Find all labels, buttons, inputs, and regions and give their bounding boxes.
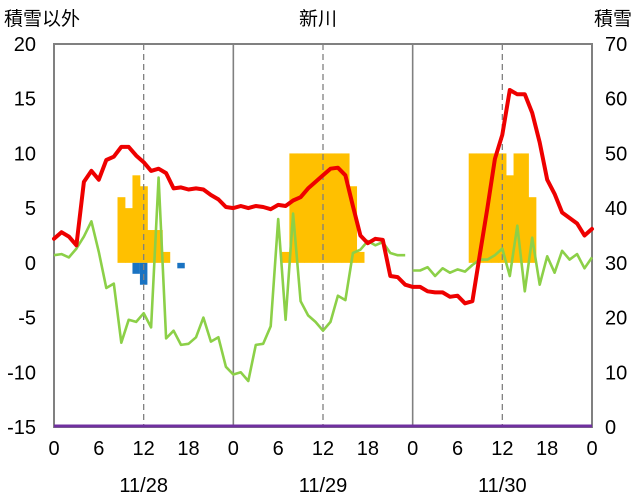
blue-bar-0 xyxy=(132,262,140,274)
snow-bar-4 xyxy=(147,230,156,263)
left-tick-label: -15 xyxy=(7,417,36,439)
snow-bar-26 xyxy=(528,197,537,263)
left-tick-label: -5 xyxy=(18,308,36,330)
grid-layer xyxy=(143,44,503,427)
left-tick-label: -10 xyxy=(7,362,36,384)
left-tick-label: 5 xyxy=(25,198,36,220)
snow-bar-14 xyxy=(334,153,343,263)
green-series-line-0 xyxy=(53,176,406,383)
blue-bar-2 xyxy=(177,262,185,269)
snow-bar-7 xyxy=(281,251,290,263)
right-tick-label: 0 xyxy=(605,417,616,439)
x-tick-label: 12 xyxy=(312,438,334,460)
snow-bar-5 xyxy=(154,230,163,263)
snow-bar-6 xyxy=(162,251,171,263)
snow-bar-11 xyxy=(311,153,320,263)
x-tick-label: 0 xyxy=(228,438,239,460)
x-tick-label: 18 xyxy=(536,438,558,460)
x-tick-label: 6 xyxy=(452,438,463,460)
x-tick-label: 12 xyxy=(491,438,513,460)
right-tick-label: 60 xyxy=(605,89,627,111)
day-label: 11/29 xyxy=(299,475,348,497)
snow-bar-21 xyxy=(491,153,499,263)
left-tick-label: 10 xyxy=(14,143,36,165)
right-tick-label: 70 xyxy=(605,34,627,56)
snow-bar-25 xyxy=(521,153,529,263)
blue-bar-1 xyxy=(139,262,148,285)
snow-bar-8 xyxy=(289,153,298,263)
x-tick-label: 18 xyxy=(177,438,199,460)
day-label: 11/28 xyxy=(119,475,168,497)
right-tick-label: 50 xyxy=(605,143,627,165)
x-tick-label: 0 xyxy=(407,438,418,460)
x-tick-label: 6 xyxy=(93,438,104,460)
snow-bar-15 xyxy=(341,153,350,263)
right-axis-label: 積雪 xyxy=(594,8,632,30)
lines-layer xyxy=(52,88,594,428)
snow-bar-17 xyxy=(356,251,365,263)
red-series-line xyxy=(52,88,594,306)
chart-title: 新川 xyxy=(299,8,337,30)
x-tick-label: 6 xyxy=(273,438,284,460)
day-label: 11/30 xyxy=(478,475,527,497)
x-tick-label: 12 xyxy=(133,438,155,460)
snow-bar-18 xyxy=(468,153,477,263)
snow-bar-19 xyxy=(476,153,485,263)
left-tick-label: 15 xyxy=(14,89,36,111)
snow-bar-0 xyxy=(117,197,126,263)
snow-bar-2 xyxy=(132,175,141,263)
snow-bar-9 xyxy=(296,153,305,263)
left-tick-label: 20 xyxy=(14,34,36,56)
right-tick-label: 20 xyxy=(605,308,627,330)
snow-bar-10 xyxy=(304,153,313,263)
right-tick-label: 40 xyxy=(605,198,627,220)
snow-bar-1 xyxy=(124,208,133,263)
x-tick-label: 18 xyxy=(357,438,379,460)
left-axis-label: 積雪以外 xyxy=(4,8,80,30)
x-tick-label: 0 xyxy=(586,438,597,460)
right-tick-label: 30 xyxy=(605,253,627,275)
snow-bar-24 xyxy=(513,153,522,263)
right-tick-label: 10 xyxy=(605,362,627,384)
green-series-line-1 xyxy=(412,224,594,293)
snow-bar-16 xyxy=(349,186,358,263)
snow-bar-23 xyxy=(506,175,514,263)
left-tick-label: 0 xyxy=(25,253,36,275)
x-tick-label: 0 xyxy=(48,438,59,460)
snow-bar-13 xyxy=(326,153,335,263)
